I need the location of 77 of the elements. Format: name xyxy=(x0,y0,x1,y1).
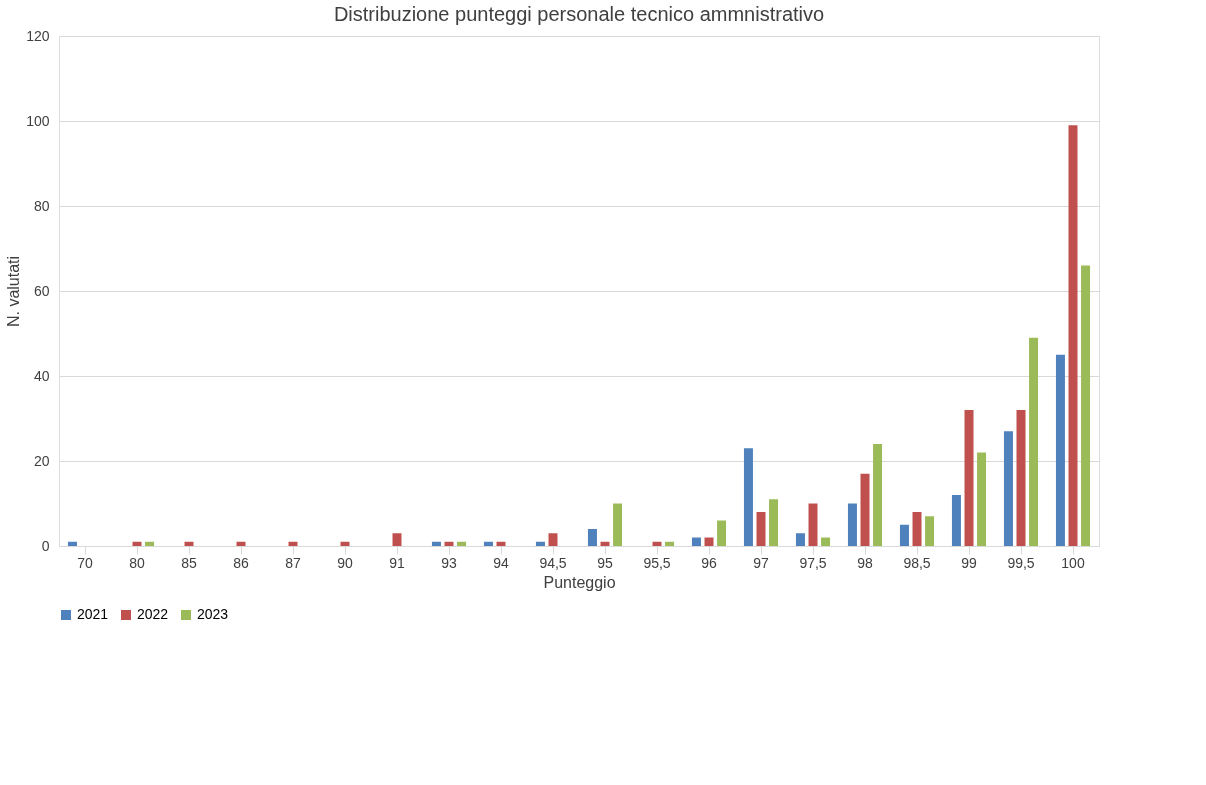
bar xyxy=(925,516,935,546)
bar xyxy=(1016,410,1026,546)
y-tick-label: 20 xyxy=(33,452,50,469)
x-axis-title: Punteggio xyxy=(543,573,616,591)
bar xyxy=(899,524,909,546)
x-tick-label: 86 xyxy=(233,554,249,571)
y-tick-label: 120 xyxy=(26,27,50,44)
bar xyxy=(535,541,545,546)
bar xyxy=(496,541,506,546)
legend-label: 2023 xyxy=(197,606,229,622)
bar xyxy=(392,533,402,546)
bar xyxy=(977,452,987,546)
bar xyxy=(587,529,597,546)
y-tick-label: 60 xyxy=(33,282,50,299)
legend-label: 2022 xyxy=(137,606,169,622)
legend-label: 2021 xyxy=(77,606,109,622)
bar xyxy=(1068,125,1078,546)
bar xyxy=(743,448,753,546)
y-tick-label: 0 xyxy=(41,537,50,554)
bar xyxy=(600,541,610,546)
x-tick-label: 94,5 xyxy=(539,554,567,571)
bar xyxy=(652,541,662,546)
x-tick-label: 97,5 xyxy=(799,554,827,571)
bar xyxy=(756,512,766,546)
x-tick-label: 70 xyxy=(77,554,93,571)
x-tick-label: 96 xyxy=(701,554,717,571)
x-tick-label: 87 xyxy=(285,554,301,571)
y-tick-label: 100 xyxy=(26,112,50,129)
bar xyxy=(717,520,727,546)
x-tick-label: 99 xyxy=(961,554,977,571)
x-tick-label: 91 xyxy=(389,554,405,571)
bar xyxy=(808,503,818,546)
bar xyxy=(951,495,961,546)
x-tick-label: 90 xyxy=(337,554,353,571)
bar xyxy=(964,410,974,546)
x-tick-label: 97 xyxy=(753,554,769,571)
bar xyxy=(67,541,77,546)
bar xyxy=(1055,354,1065,546)
bar xyxy=(769,499,779,546)
bar xyxy=(912,512,922,546)
bar xyxy=(548,533,558,546)
bar xyxy=(704,537,714,546)
bar xyxy=(457,541,467,546)
chart-title: Distribuzione punteggi personale tecnico ammnistrativo xyxy=(333,3,825,25)
bar xyxy=(145,541,155,546)
x-tick-label: 98,5 xyxy=(903,554,931,571)
bar xyxy=(431,541,441,546)
x-tick-label: 95,5 xyxy=(643,554,671,571)
y-tick-label: 40 xyxy=(33,367,50,384)
bar xyxy=(184,541,194,546)
bar xyxy=(821,537,831,546)
x-tick-label: 80 xyxy=(129,554,145,571)
bar xyxy=(847,503,857,546)
bar xyxy=(691,537,701,546)
bar xyxy=(483,541,493,546)
x-tick-label: 85 xyxy=(181,554,197,571)
y-tick-label: 80 xyxy=(33,197,50,214)
bar xyxy=(288,541,298,546)
bar xyxy=(340,541,350,546)
x-tick-label: 93 xyxy=(441,554,457,571)
x-tick-label: 100 xyxy=(1061,554,1085,571)
bar xyxy=(1081,265,1091,546)
bar xyxy=(613,503,623,546)
bar xyxy=(795,533,805,546)
x-tick-label: 94 xyxy=(493,554,509,571)
bar xyxy=(444,541,454,546)
bar xyxy=(860,473,870,546)
bar xyxy=(1003,431,1013,546)
bar xyxy=(236,541,246,546)
bar xyxy=(1029,337,1039,546)
bar xyxy=(132,541,142,546)
bar xyxy=(873,444,883,546)
y-axis-title: N. valutati xyxy=(5,255,23,328)
x-tick-label: 99,5 xyxy=(1007,554,1035,571)
x-tick-label: 98 xyxy=(857,554,873,571)
x-tick-label: 95 xyxy=(597,554,613,571)
bar xyxy=(665,541,675,546)
